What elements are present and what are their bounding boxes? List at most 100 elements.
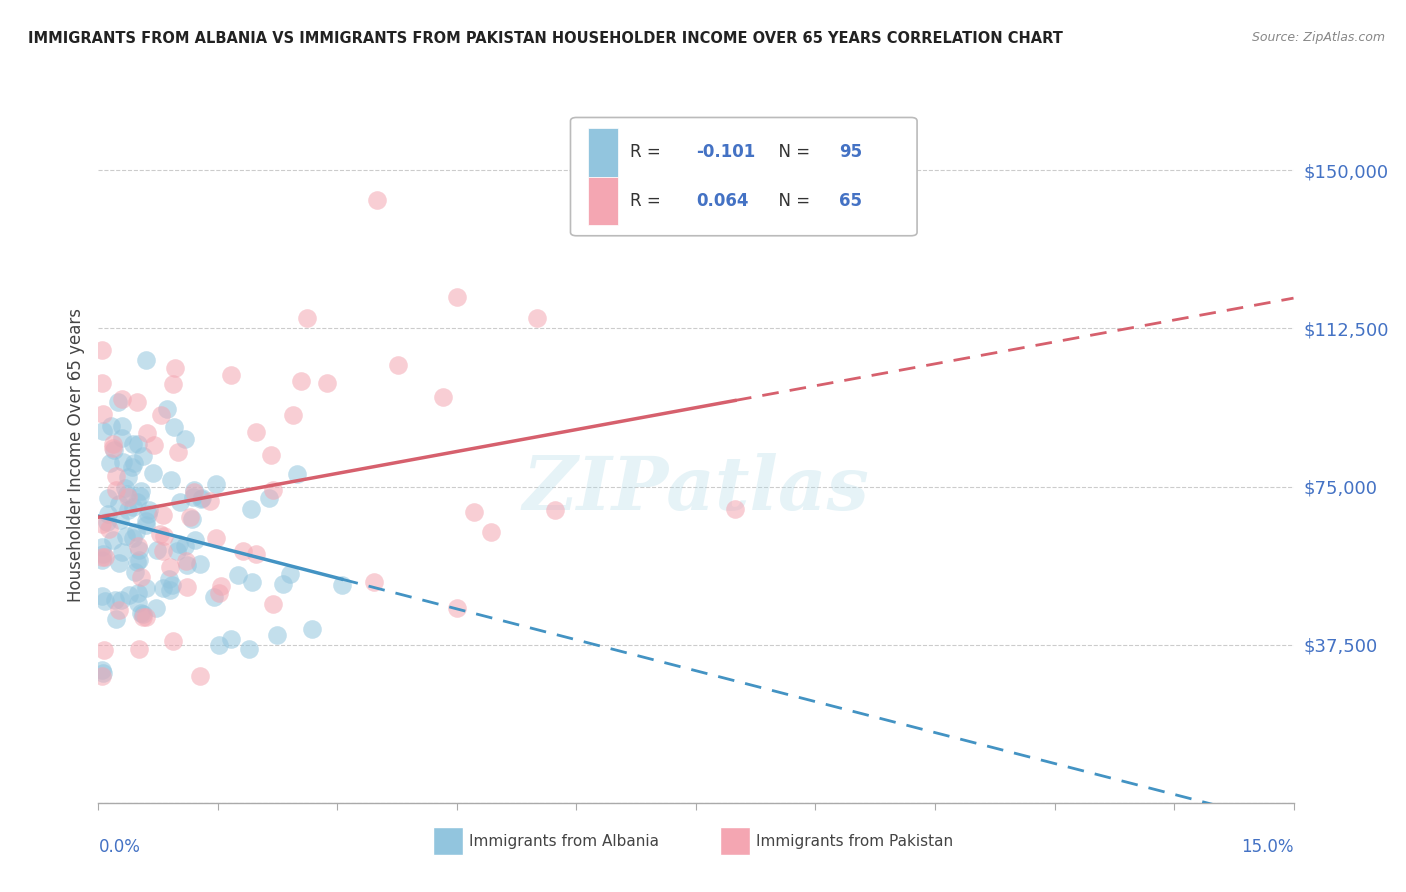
Point — [91, 666, 114, 681]
Point — [134, 514, 156, 528]
Point — [127, 596, 149, 610]
Point — [160, 578, 183, 592]
Bar — [589, 177, 619, 226]
Point — [176, 558, 198, 572]
Text: 15.0%: 15.0% — [1241, 838, 1294, 855]
Text: -0.101: -0.101 — [696, 144, 755, 161]
Point — [127, 437, 149, 451]
Point — [125, 555, 148, 569]
Point — [103, 437, 125, 451]
Point — [208, 585, 231, 599]
Point — [91, 343, 114, 358]
Point — [100, 419, 122, 434]
Point — [198, 493, 221, 508]
Point — [146, 543, 169, 558]
Point — [724, 501, 747, 516]
Point — [179, 509, 201, 524]
Point — [124, 566, 146, 580]
Point — [285, 467, 308, 481]
Point — [128, 543, 150, 558]
Point — [131, 607, 153, 622]
Point — [115, 529, 138, 543]
Point — [245, 425, 267, 440]
Text: 65: 65 — [839, 192, 862, 210]
Point — [257, 491, 280, 505]
Point — [290, 374, 312, 388]
Text: 0.064: 0.064 — [696, 192, 748, 210]
Point — [104, 612, 127, 626]
Point — [97, 507, 120, 521]
Point — [273, 576, 295, 591]
Point — [156, 401, 179, 416]
Bar — [720, 827, 749, 855]
Point — [132, 610, 155, 624]
Point — [169, 495, 191, 509]
Point — [281, 408, 304, 422]
Point — [169, 537, 191, 551]
Point — [188, 669, 211, 683]
Point — [166, 544, 188, 558]
Point — [149, 408, 172, 422]
Point — [238, 641, 260, 656]
Point — [131, 606, 153, 620]
Point — [166, 445, 188, 459]
Text: IMMIGRANTS FROM ALBANIA VS IMMIGRANTS FROM PAKISTAN HOUSEHOLDER INCOME OVER 65 Y: IMMIGRANTS FROM ALBANIA VS IMMIGRANTS FR… — [28, 31, 1063, 46]
Point — [121, 437, 143, 451]
Point — [91, 549, 114, 564]
Point — [117, 502, 139, 516]
Point — [91, 669, 114, 683]
Point — [526, 310, 548, 325]
Point — [128, 489, 150, 503]
Point — [127, 394, 149, 409]
Point — [105, 483, 128, 497]
Text: Source: ZipAtlas.com: Source: ZipAtlas.com — [1251, 31, 1385, 45]
Text: N =: N = — [768, 192, 815, 210]
Point — [117, 490, 139, 504]
Point — [173, 540, 195, 554]
Point — [316, 376, 339, 390]
Point — [157, 572, 180, 586]
Point — [204, 476, 226, 491]
Point — [127, 586, 149, 600]
Point — [101, 441, 124, 455]
Bar — [433, 827, 463, 855]
Point — [117, 470, 139, 484]
Point — [104, 469, 127, 483]
Point — [240, 575, 263, 590]
Point — [188, 558, 211, 572]
Point — [463, 505, 485, 519]
Point — [190, 491, 212, 506]
Point — [108, 556, 131, 570]
Point — [240, 502, 263, 516]
Point — [91, 376, 114, 391]
Point — [387, 358, 409, 372]
Point — [143, 438, 166, 452]
Point — [162, 634, 184, 648]
Point — [136, 425, 159, 440]
Point — [98, 456, 121, 470]
Point — [118, 588, 141, 602]
Point — [159, 582, 181, 597]
Point — [108, 603, 131, 617]
Point — [93, 424, 115, 438]
Point — [91, 553, 114, 567]
Point — [544, 503, 567, 517]
Point — [446, 601, 468, 615]
Point — [366, 193, 388, 207]
Point — [91, 663, 114, 677]
Point — [245, 547, 267, 561]
Point — [183, 491, 205, 505]
Point — [202, 591, 225, 605]
Text: 0.0%: 0.0% — [98, 838, 141, 855]
Point — [94, 549, 117, 564]
Point — [91, 589, 114, 603]
Point — [108, 497, 131, 511]
Point — [260, 448, 283, 462]
Point — [108, 513, 131, 527]
Point — [162, 377, 184, 392]
Text: 95: 95 — [839, 144, 862, 161]
Point — [101, 533, 124, 547]
Point — [103, 443, 125, 458]
Point — [117, 487, 139, 501]
Point — [295, 310, 318, 325]
